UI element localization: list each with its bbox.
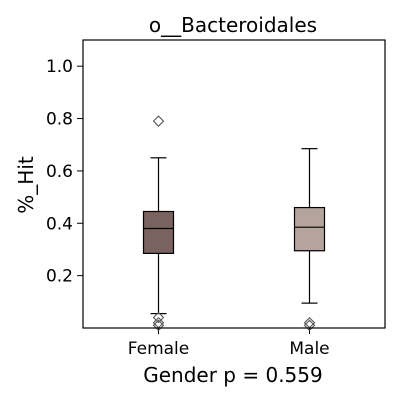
x-tick-label: Female	[128, 339, 189, 359]
outlier-point	[303, 319, 316, 332]
y-axis-label: %_Hit	[14, 156, 38, 214]
y-tick-label: 0.2	[46, 267, 73, 287]
outlier-point	[152, 311, 165, 324]
y-tick-label: 0.8	[46, 110, 73, 130]
iqr-box	[293, 206, 326, 252]
iqr-box	[142, 210, 175, 254]
box-female	[142, 115, 175, 332]
y-tick-label: 0.6	[46, 162, 73, 182]
x-axis-ticks: Female Male	[128, 328, 330, 359]
plot-frame	[82, 39, 386, 329]
x-axis-label: Gender p = 0.559	[143, 363, 322, 387]
outlier-point	[152, 115, 165, 127]
x-tick-label: Male	[289, 339, 329, 359]
y-axis-ticks: 0.2 0.4 0.6 0.8 1.0	[46, 57, 83, 287]
y-tick-label: 0.4	[46, 214, 73, 234]
chart-title: o__Bacteroidales	[149, 13, 317, 37]
boxes-layer	[142, 115, 326, 332]
outlier-point	[152, 319, 165, 332]
y-tick-label: 1.0	[46, 57, 73, 77]
box-male	[293, 148, 326, 332]
